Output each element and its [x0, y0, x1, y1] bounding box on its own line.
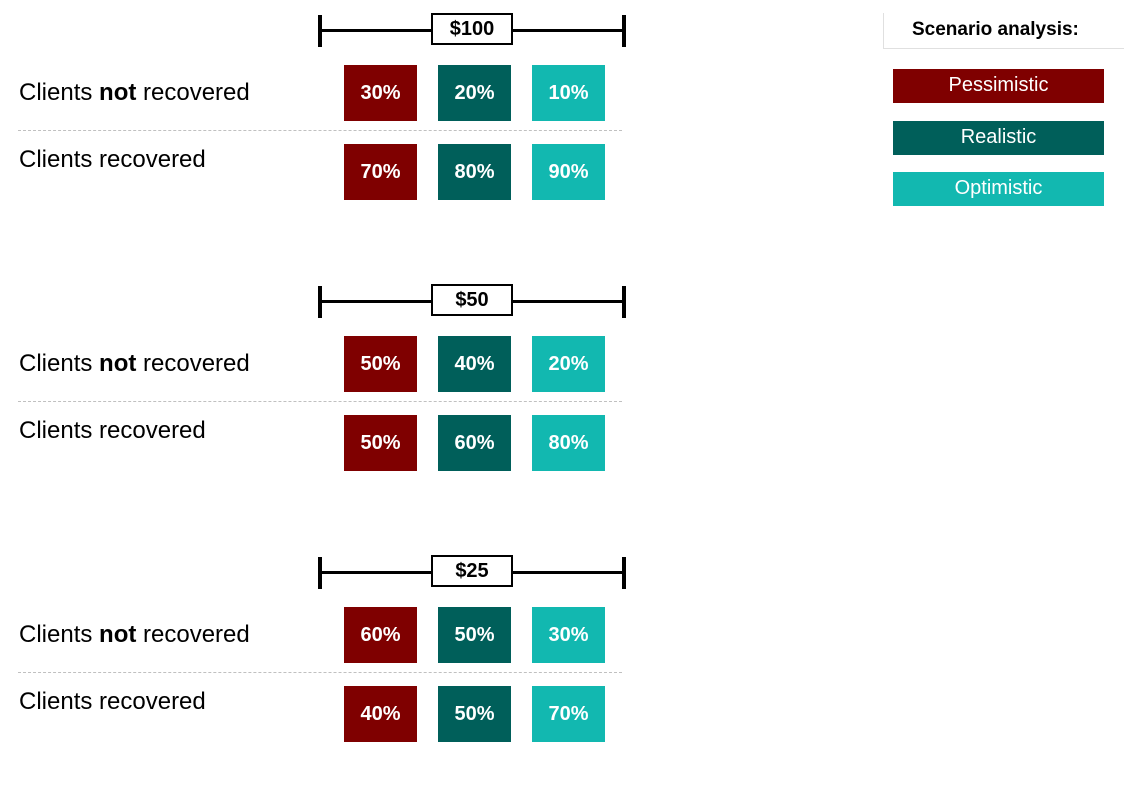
amount-label: $25 [431, 555, 513, 587]
cell-pessimistic-recovered: 40% [344, 686, 417, 742]
cell-optimistic-not-recovered: 20% [532, 336, 605, 392]
row-label-recovered: Clients recovered [19, 417, 206, 444]
legend-item-realistic: Realistic [893, 121, 1104, 155]
cell-realistic-recovered: 60% [438, 415, 511, 471]
scale-cap-left [318, 15, 322, 47]
cell-optimistic-recovered: 70% [532, 686, 605, 742]
cell-pessimistic-recovered: 70% [344, 144, 417, 200]
row-divider [18, 401, 622, 402]
row-label-not-recovered: Clients not recovered [19, 79, 250, 106]
legend-item-pessimistic: Pessimistic [893, 69, 1104, 103]
legend-title: Scenario analysis: [883, 13, 1124, 49]
row-divider [18, 130, 622, 131]
scale-cap-right [622, 286, 626, 318]
cell-optimistic-not-recovered: 10% [532, 65, 605, 121]
scale-cap-right [622, 15, 626, 47]
row-divider [18, 672, 622, 673]
cell-realistic-recovered: 80% [438, 144, 511, 200]
row-label-recovered: Clients recovered [19, 146, 206, 173]
cell-pessimistic-recovered: 50% [344, 415, 417, 471]
scale-cap-left [318, 286, 322, 318]
amount-scale: $50 [318, 284, 626, 324]
legend-item-optimistic: Optimistic [893, 172, 1104, 206]
cell-optimistic-recovered: 90% [532, 144, 605, 200]
cell-realistic-not-recovered: 20% [438, 65, 511, 121]
scenario-group-100: $100 Clients not recovered Clients recov… [0, 13, 640, 253]
row-label-recovered: Clients recovered [19, 688, 206, 715]
amount-label: $100 [431, 13, 513, 45]
scenario-group-50: $50 Clients not recovered Clients recove… [0, 284, 640, 524]
cell-realistic-not-recovered: 40% [438, 336, 511, 392]
cell-optimistic-recovered: 80% [532, 415, 605, 471]
cell-pessimistic-not-recovered: 50% [344, 336, 417, 392]
cell-optimistic-not-recovered: 30% [532, 607, 605, 663]
row-label-not-recovered: Clients not recovered [19, 621, 250, 648]
scale-cap-right [622, 557, 626, 589]
amount-scale: $100 [318, 13, 626, 53]
amount-label: $50 [431, 284, 513, 316]
cell-pessimistic-not-recovered: 60% [344, 607, 417, 663]
scale-cap-left [318, 557, 322, 589]
amount-scale: $25 [318, 555, 626, 595]
row-label-not-recovered: Clients not recovered [19, 350, 250, 377]
cell-pessimistic-not-recovered: 30% [344, 65, 417, 121]
scenario-group-25: $25 Clients not recovered Clients recove… [0, 555, 640, 795]
cell-realistic-not-recovered: 50% [438, 607, 511, 663]
cell-realistic-recovered: 50% [438, 686, 511, 742]
